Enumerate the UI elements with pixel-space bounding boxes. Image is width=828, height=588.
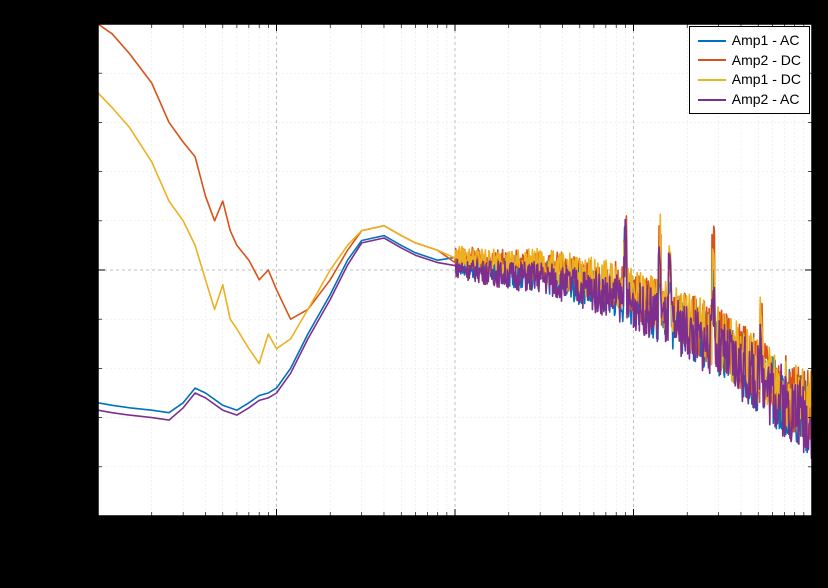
legend-label: Amp2 - AC <box>732 90 800 110</box>
legend-item: Amp1 - DC <box>698 70 801 90</box>
legend-swatch <box>698 59 726 61</box>
legend-swatch <box>698 99 726 101</box>
legend-item: Amp2 - AC <box>698 90 801 110</box>
legend-label: Amp1 - DC <box>732 70 801 90</box>
legend-item: Amp2 - DC <box>698 51 801 71</box>
legend-label: Amp1 - AC <box>732 31 800 51</box>
legend-label: Amp2 - DC <box>732 51 801 71</box>
legend-swatch <box>698 79 726 81</box>
legend: Amp1 - ACAmp2 - DCAmp1 - DCAmp2 - AC <box>689 26 810 114</box>
legend-swatch <box>698 40 726 42</box>
legend-item: Amp1 - AC <box>698 31 801 51</box>
